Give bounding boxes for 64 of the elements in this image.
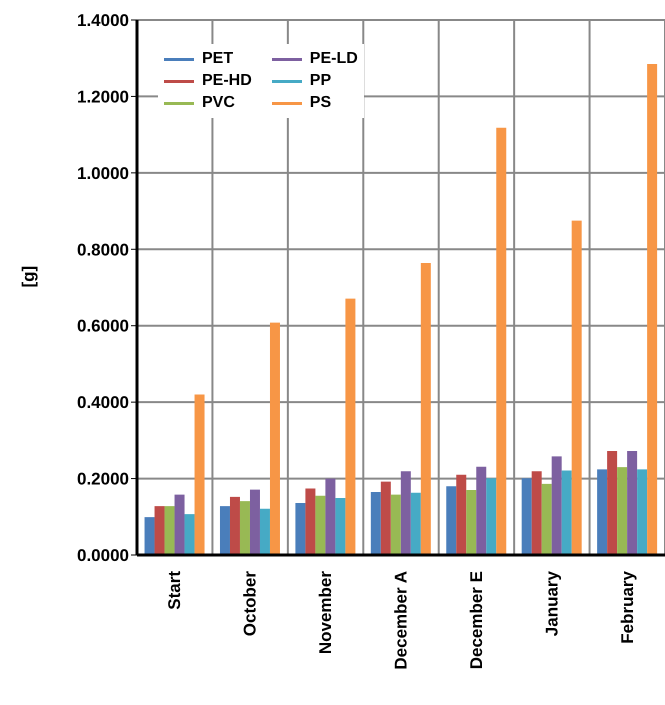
bar: [446, 486, 456, 555]
y-tick-label: 0.0000: [77, 546, 129, 566]
bar: [627, 451, 638, 555]
y-tick-label: 1.4000: [77, 11, 129, 30]
bar: [552, 456, 562, 555]
y-tick-label: 0.4000: [77, 393, 129, 412]
y-tick-label: 0.6000: [77, 316, 129, 336]
bar: [522, 478, 532, 555]
bar: [532, 471, 542, 555]
y-tick-label: 0.2000: [77, 470, 129, 489]
bar: [597, 469, 608, 555]
bar: [315, 496, 326, 555]
bar: [476, 466, 486, 555]
bar: [325, 478, 336, 555]
legend-label: PET: [202, 50, 234, 68]
x-tick-label: October: [240, 570, 260, 636]
bar: [456, 474, 466, 555]
x-tick-label: December A: [392, 571, 410, 670]
bar: [154, 506, 165, 555]
bar: [305, 488, 316, 555]
y-axis-title: [g]: [19, 266, 38, 288]
legend-label: PE-HD: [202, 72, 252, 90]
bar: [380, 482, 391, 555]
bar: [164, 506, 175, 555]
bar: [562, 470, 572, 555]
bar: [345, 298, 356, 555]
x-tick-label: February: [618, 570, 637, 644]
bar: [260, 508, 270, 555]
bar: [647, 64, 658, 555]
bar: [295, 503, 306, 555]
bar: [194, 394, 205, 555]
legend-label: PE-LD: [310, 50, 358, 68]
bar: [420, 263, 431, 555]
bar: [617, 467, 628, 555]
x-tick-label: November: [316, 570, 336, 654]
bar: [144, 517, 155, 555]
bar: [220, 506, 230, 555]
legend-label: PP: [310, 72, 332, 90]
bar: [486, 478, 496, 555]
bar: [410, 492, 421, 555]
y-tick-label: 1.0000: [77, 164, 129, 183]
legend-label: PS: [310, 94, 332, 112]
bar: [572, 220, 582, 555]
bar: [607, 451, 618, 555]
x-tick-label: December E: [466, 571, 486, 670]
y-tick-label: 1.2000: [77, 87, 129, 106]
legend-label: PVC: [202, 94, 235, 112]
bar: [466, 490, 476, 555]
bar: [390, 494, 401, 555]
bar: [184, 514, 195, 555]
bar: [174, 494, 185, 555]
bar: [370, 492, 381, 555]
x-tick-label: January: [542, 570, 562, 636]
bar: [240, 501, 250, 555]
bar: [335, 498, 346, 555]
bar: [230, 496, 240, 555]
bar: [542, 484, 552, 555]
x-tick-label: Start: [165, 570, 184, 610]
bar: [250, 490, 260, 555]
bar: [400, 471, 411, 555]
bar: [637, 469, 648, 555]
bar: [496, 128, 506, 555]
y-tick-label: 0.8000: [77, 240, 129, 260]
bar: [270, 322, 280, 555]
